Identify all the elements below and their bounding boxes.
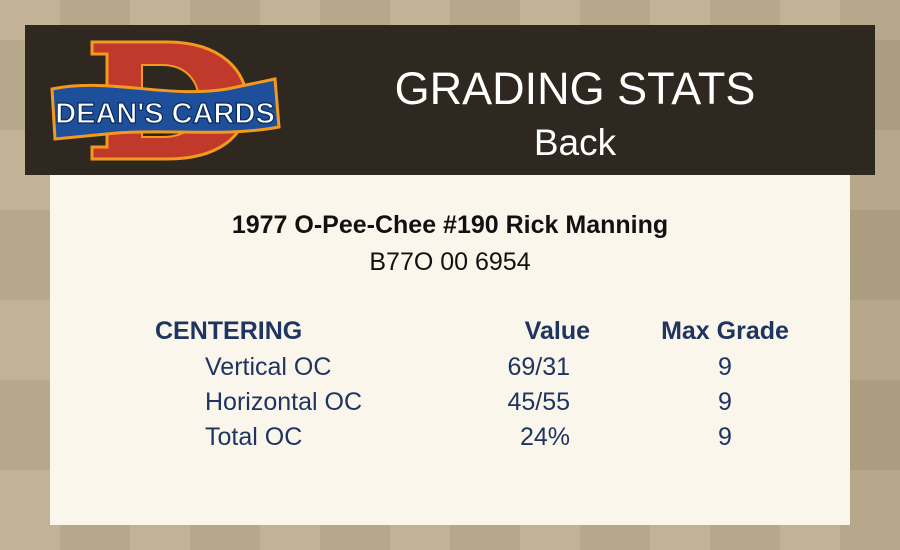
card-name: 1977 O-Pee-Chee #190 Rick Manning: [231, 211, 669, 239]
row-value: 24%: [519, 423, 570, 451]
header: DEAN'S CARDS GRADING STATS Back: [25, 25, 875, 175]
deans-cards-logo: DEAN'S CARDS: [50, 40, 281, 161]
row-max-grade: 9: [718, 423, 732, 451]
row-label: Vertical OC: [205, 353, 332, 381]
row-value: 45/55: [507, 388, 570, 416]
row-value: 69/31: [507, 353, 570, 381]
max-grade-header: Max Grade: [661, 317, 789, 345]
logo-text: DEAN'S CARDS: [55, 98, 275, 130]
page-subtitle: Back: [533, 122, 617, 163]
stats-panel: 1977 O-Pee-Chee #190 Rick Manning B77O 0…: [50, 175, 850, 525]
row-max-grade: 9: [718, 353, 732, 381]
row-label: Horizontal OC: [205, 388, 362, 416]
page-title: GRADING STATS: [394, 63, 756, 114]
value-header: Value: [524, 317, 590, 345]
row-max-grade: 9: [718, 388, 732, 416]
row-label: Total OC: [205, 423, 303, 451]
section-heading: CENTERING: [155, 317, 303, 345]
cert-number: B77O 00 6954: [369, 248, 531, 276]
